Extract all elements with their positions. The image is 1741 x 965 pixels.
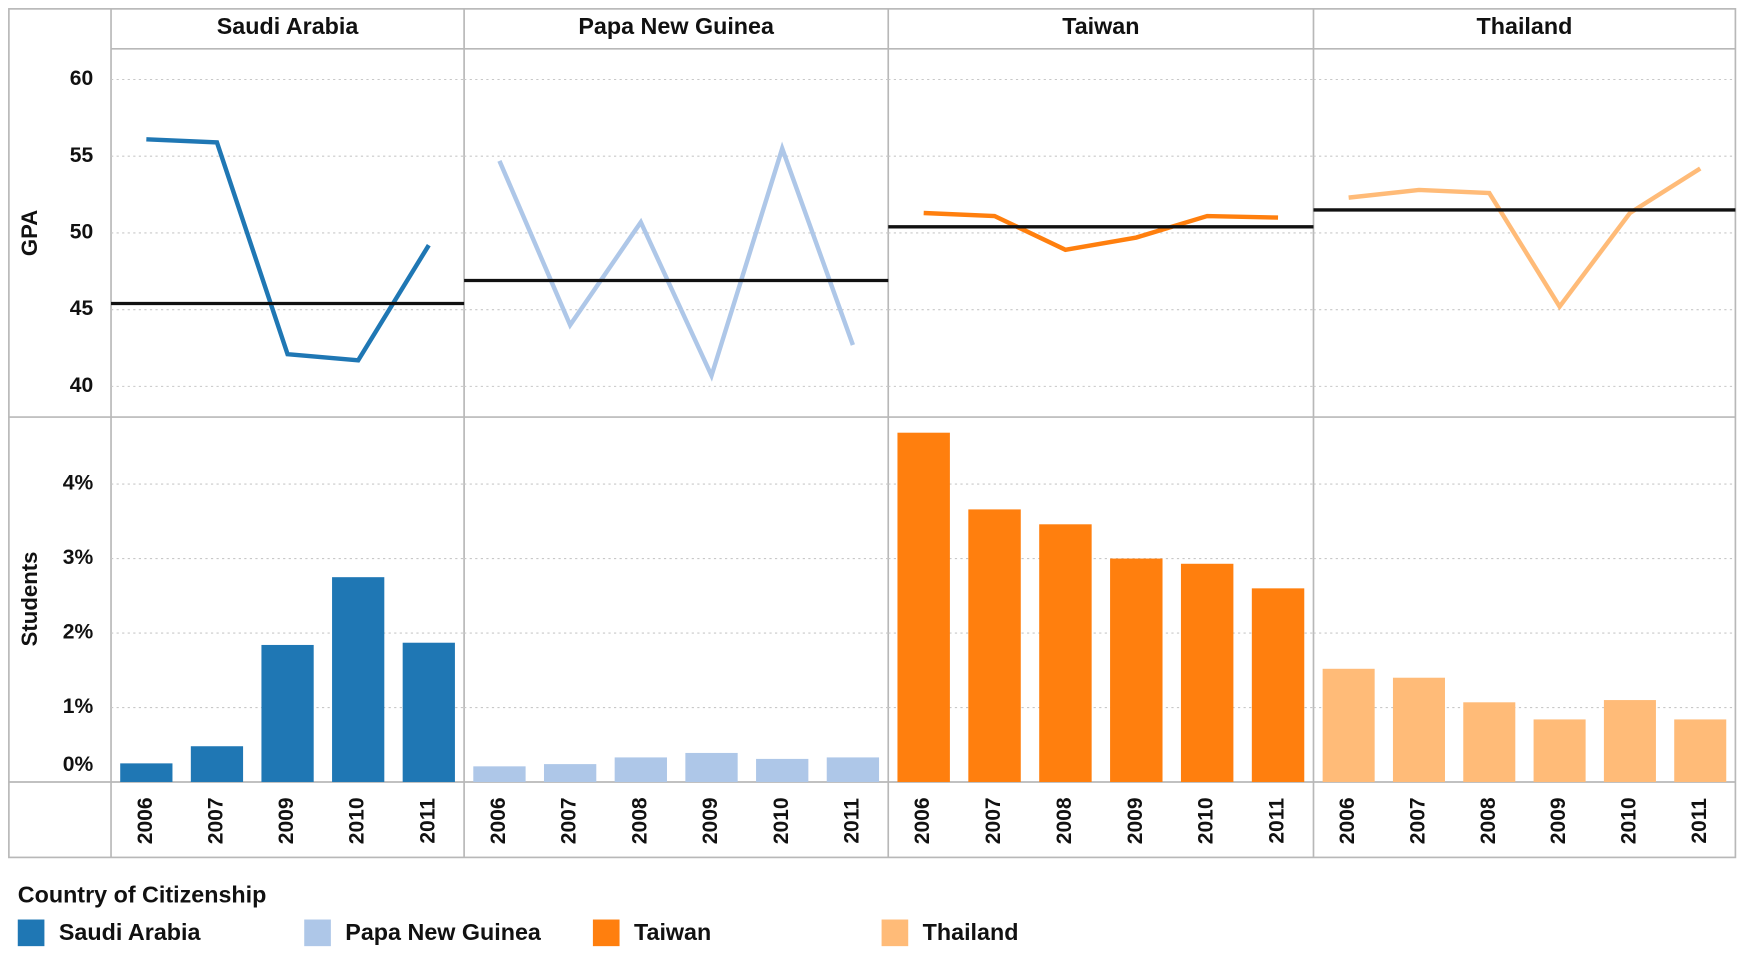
bar xyxy=(614,757,667,782)
panel-header: Saudi Arabia xyxy=(217,13,360,39)
legend-label: Saudi Arabia xyxy=(59,919,202,945)
x-tick-label: 2011 xyxy=(1688,798,1711,844)
x-tick-label: 2010 xyxy=(1617,797,1640,844)
x-tick-label: 2009 xyxy=(699,797,722,844)
y-axis-label: GPA xyxy=(17,210,42,256)
bar xyxy=(543,764,597,782)
bar xyxy=(1392,677,1445,782)
gpa-line xyxy=(1348,166,1702,311)
x-tick-label: 2010 xyxy=(346,797,369,844)
x-tick-label: 2008 xyxy=(628,797,651,844)
gpa-line xyxy=(923,210,1279,253)
bar xyxy=(1322,668,1375,782)
x-tick-label: 2006 xyxy=(487,797,510,844)
bar xyxy=(120,763,173,782)
y-tick-label: 4% xyxy=(63,472,94,495)
x-tick-label: 2008 xyxy=(1053,797,1076,844)
x-tick-label: 2011 xyxy=(416,798,439,844)
legend-label: Thailand xyxy=(923,919,1019,945)
bar xyxy=(261,644,314,782)
bar xyxy=(1039,524,1092,782)
y-axis-label: Students xyxy=(17,552,42,647)
bar xyxy=(1674,719,1727,782)
legend-swatch xyxy=(304,919,331,947)
bar xyxy=(1603,700,1656,782)
legend-title: Country of Citizenship xyxy=(18,881,267,907)
y-tick-label: 1% xyxy=(63,695,94,718)
bar xyxy=(473,766,526,782)
y-tick-label: 60 xyxy=(70,67,93,90)
y-tick-label: 50 xyxy=(70,221,93,244)
x-tick-label: 2009 xyxy=(1547,797,1570,844)
bar xyxy=(1533,719,1586,782)
legend-label: Papa New Guinea xyxy=(345,919,542,945)
x-tick-label: 2009 xyxy=(275,797,298,844)
bar xyxy=(756,758,809,782)
frame xyxy=(8,8,1737,859)
x-tick-label: 2010 xyxy=(770,797,793,844)
chart-body: GPA Students Country of Citizenship 40 45… xyxy=(8,8,1737,947)
x-tick-label: 2011 xyxy=(840,798,863,844)
bar xyxy=(826,757,880,782)
x-tick-label: 2010 xyxy=(1195,797,1218,844)
y-tick-label: 45 xyxy=(70,297,94,320)
panel-header: Thailand xyxy=(1477,13,1573,39)
legend-swatch xyxy=(881,919,909,947)
bar xyxy=(1251,588,1305,782)
x-tick-label: 2007 xyxy=(205,797,228,844)
bar xyxy=(402,642,455,782)
panel-header: Papa New Guinea xyxy=(578,13,775,39)
x-tick-label: 2007 xyxy=(982,797,1005,844)
x-tick-label: 2006 xyxy=(1336,797,1359,844)
legend-swatch xyxy=(592,919,620,947)
y-tick-label: 0% xyxy=(63,753,94,776)
bar xyxy=(1180,563,1234,782)
legend-label: Taiwan xyxy=(634,919,711,945)
x-tick-label: 2007 xyxy=(558,797,581,844)
bar xyxy=(332,577,385,782)
x-tick-label: 2006 xyxy=(911,797,934,844)
x-tick-label: 2008 xyxy=(1477,797,1500,844)
x-tick-label: 2009 xyxy=(1124,797,1147,844)
y-tick-label: 40 xyxy=(70,374,93,397)
gpa-line xyxy=(146,137,431,363)
bar xyxy=(968,509,1021,782)
bar xyxy=(1463,702,1516,782)
bar xyxy=(897,432,950,782)
panel-header: Taiwan xyxy=(1062,13,1139,39)
bar xyxy=(1110,558,1163,782)
legend-swatch xyxy=(17,919,45,947)
gpa-line xyxy=(497,141,855,382)
x-tick-label: 2006 xyxy=(134,797,157,844)
y-tick-label: 2% xyxy=(63,621,94,644)
y-tick-label: 3% xyxy=(63,546,94,569)
x-tick-label: 2011 xyxy=(1266,798,1289,844)
bar xyxy=(685,752,738,782)
y-tick-label: 55 xyxy=(70,144,94,167)
bar xyxy=(190,746,244,782)
x-tick-label: 2007 xyxy=(1407,797,1430,844)
